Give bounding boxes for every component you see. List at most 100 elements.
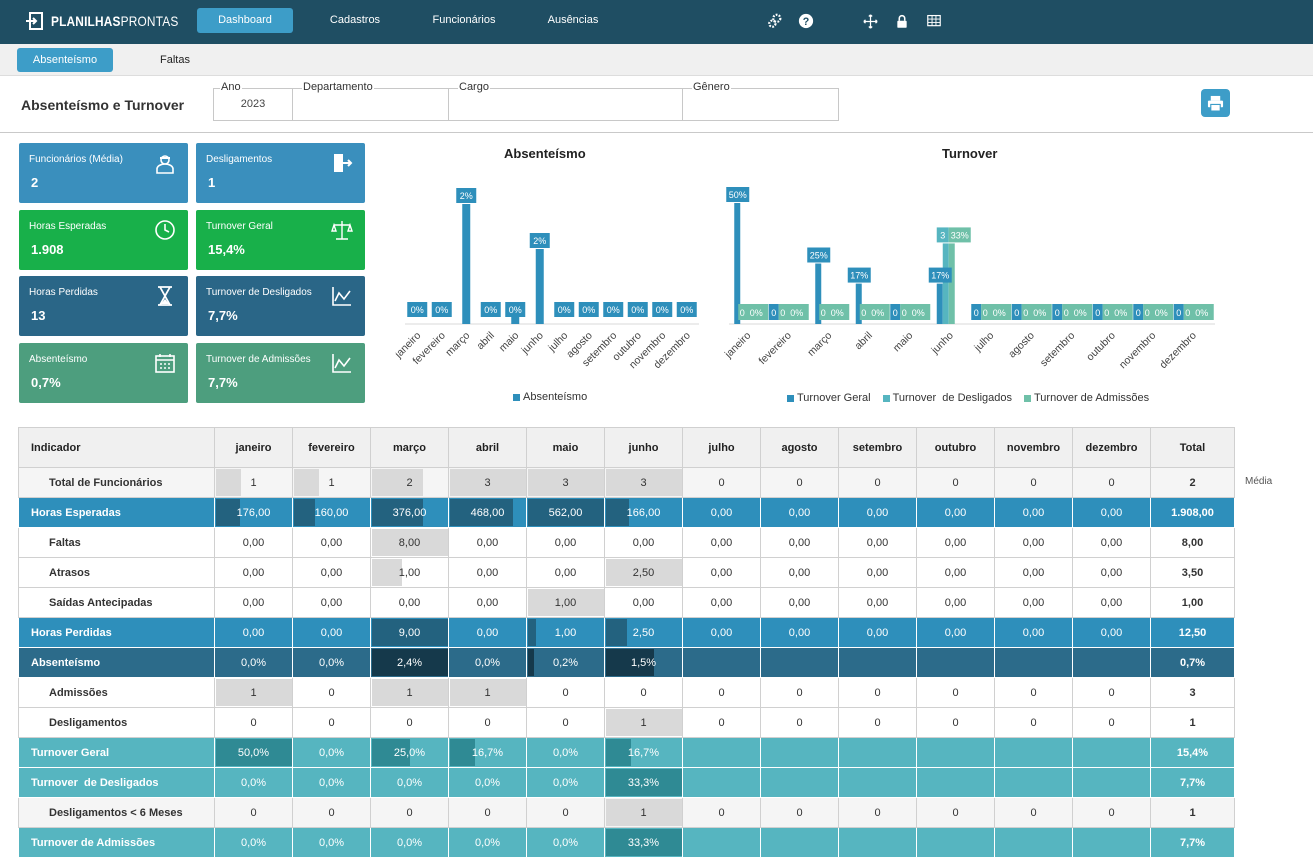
table-cell bbox=[916, 767, 995, 798]
row-label: Turnover de Desligados bbox=[18, 767, 215, 798]
table-cell bbox=[682, 767, 761, 798]
table-cell: 0 bbox=[994, 467, 1073, 498]
table-row: Horas Esperadas 176,00 160,00 376,00 468,00 5… bbox=[18, 497, 1235, 528]
lock-icon[interactable] bbox=[893, 12, 911, 30]
cell-value: 0,0% bbox=[240, 776, 267, 789]
table-cell: 0,00 bbox=[994, 617, 1073, 648]
cell-value: 0,00 bbox=[710, 596, 733, 609]
cell-value: 3 bbox=[484, 476, 491, 489]
table-cell: 0 bbox=[682, 707, 761, 738]
abs-legend: Absenteísmo bbox=[513, 391, 587, 403]
filter-genero[interactable]: Gênero bbox=[682, 80, 839, 121]
cell-value: 0,00 bbox=[320, 596, 343, 609]
table-cell: 0 bbox=[1072, 797, 1151, 828]
nav-funcionarios[interactable]: Funcionários bbox=[432, 14, 496, 26]
ta-data-label-bg bbox=[1021, 304, 1052, 320]
cell-value: 0,00 bbox=[320, 626, 343, 639]
cell-data-bar bbox=[372, 529, 448, 556]
cell-value: 0,0% bbox=[474, 836, 501, 849]
cell-value: 0,00 bbox=[320, 566, 343, 579]
table-cell: 3 bbox=[448, 467, 527, 498]
abs-data-label: 0% bbox=[631, 305, 644, 315]
header-month: setembro bbox=[838, 427, 917, 468]
cell-value: 2,50 bbox=[632, 566, 655, 579]
cell-value: 0,00 bbox=[476, 536, 499, 549]
filter-departamento[interactable]: Departamento bbox=[292, 80, 449, 121]
app-logo[interactable]: PLANILHASPRONTAS bbox=[26, 11, 201, 31]
abs-data-label: 0% bbox=[607, 305, 620, 315]
cell-data-bar bbox=[294, 499, 316, 526]
table-row: Saídas Antecipadas 0,00 0,00 0,00 0,00 1,00 0,… bbox=[18, 587, 1235, 618]
ta-data-label: 0% bbox=[831, 308, 844, 318]
tg-data-label-bg bbox=[1173, 304, 1184, 320]
tab-absenteismo[interactable]: Absenteísmo bbox=[17, 48, 113, 72]
print-button[interactable] bbox=[1201, 89, 1230, 117]
kpi-label: Turnover Geral bbox=[206, 221, 273, 232]
ta-data-label-bg bbox=[981, 304, 1012, 320]
move-icon[interactable] bbox=[861, 12, 879, 30]
cell-value: 0 bbox=[718, 716, 725, 729]
table-cell: 0 bbox=[916, 707, 995, 738]
nav-ausencias[interactable]: Ausências bbox=[547, 14, 599, 26]
cell-value: 0,00 bbox=[710, 566, 733, 579]
abs-tick-label: abril bbox=[474, 330, 497, 353]
kpi-label: Funcionários (Média) bbox=[29, 154, 123, 165]
grid-icon[interactable] bbox=[925, 12, 943, 30]
cell-value: 0,00 bbox=[1100, 626, 1123, 639]
cell-value: 0,00 bbox=[788, 566, 811, 579]
filter-ano[interactable]: Ano 2023 bbox=[213, 80, 293, 121]
tg-data-label: 0 bbox=[1055, 308, 1060, 318]
cell-value: 0 bbox=[952, 716, 959, 729]
cell-data-bar bbox=[606, 799, 682, 826]
table-cell: 2,50 bbox=[604, 557, 683, 588]
ta-data-label-bg bbox=[1143, 304, 1174, 320]
tg-data-label-bg bbox=[890, 304, 901, 320]
table-cell: 1 bbox=[604, 707, 683, 738]
table-cell: 0,00 bbox=[1072, 587, 1151, 618]
header-month: junho bbox=[604, 427, 683, 468]
table-cell: 1 bbox=[448, 677, 527, 708]
tab-faltas[interactable]: Faltas bbox=[160, 54, 190, 66]
cell-value: 0,00 bbox=[944, 506, 967, 519]
table-cell: 0,00 bbox=[994, 587, 1073, 618]
cell-value: 0,00 bbox=[242, 536, 265, 549]
cell-value: 0,0% bbox=[318, 656, 345, 669]
kpi-card: Funcionários (Média) 2 bbox=[19, 143, 188, 203]
turnover-tick-label: março bbox=[805, 330, 834, 359]
table-cell: 0,00 bbox=[916, 587, 995, 618]
table-cell: 0 bbox=[760, 467, 839, 498]
table-cell: 1 bbox=[370, 677, 449, 708]
abs-data-label-bg bbox=[578, 302, 599, 317]
cell-data-bar bbox=[216, 469, 242, 496]
kpi-label: Horas Perdidas bbox=[29, 287, 98, 298]
table-cell: 2 bbox=[370, 467, 449, 498]
table-cell bbox=[760, 767, 839, 798]
table-cell: 166,00 bbox=[604, 497, 683, 528]
table-cell: 0,00 bbox=[448, 527, 527, 558]
cell-data-bar bbox=[606, 769, 682, 796]
row-total: 8,00 bbox=[1150, 527, 1235, 558]
table-cell: 0,00 bbox=[682, 557, 761, 588]
turnover-bar bbox=[948, 243, 955, 324]
cell-data-bar bbox=[606, 829, 682, 856]
header-month: novembro bbox=[994, 427, 1073, 468]
filter-cargo[interactable]: Cargo bbox=[448, 80, 683, 121]
nav-dashboard[interactable]: Dashboard bbox=[197, 8, 293, 33]
tg-data-label-bg bbox=[726, 187, 750, 202]
table-cell: 50,0% bbox=[214, 737, 293, 768]
cell-value: 25,0% bbox=[393, 746, 426, 759]
nav-cadastros[interactable]: Cadastros bbox=[329, 14, 381, 26]
cell-value: 1,00 bbox=[554, 596, 577, 609]
ta-data-label-bg bbox=[1102, 304, 1133, 320]
cell-value: 0,00 bbox=[866, 626, 889, 639]
gears-icon[interactable] bbox=[766, 12, 784, 30]
kpi-value: 1 bbox=[208, 175, 216, 190]
table-cell: 0 bbox=[838, 467, 917, 498]
line-chart-icon bbox=[332, 354, 351, 373]
cell-value: 9,00 bbox=[398, 626, 421, 639]
table-cell: 0,0% bbox=[214, 647, 293, 678]
help-icon[interactable]: ? bbox=[797, 12, 815, 30]
tg-data-label-bg bbox=[847, 267, 871, 283]
cell-value: 0,0% bbox=[240, 656, 267, 669]
table-cell bbox=[760, 737, 839, 768]
